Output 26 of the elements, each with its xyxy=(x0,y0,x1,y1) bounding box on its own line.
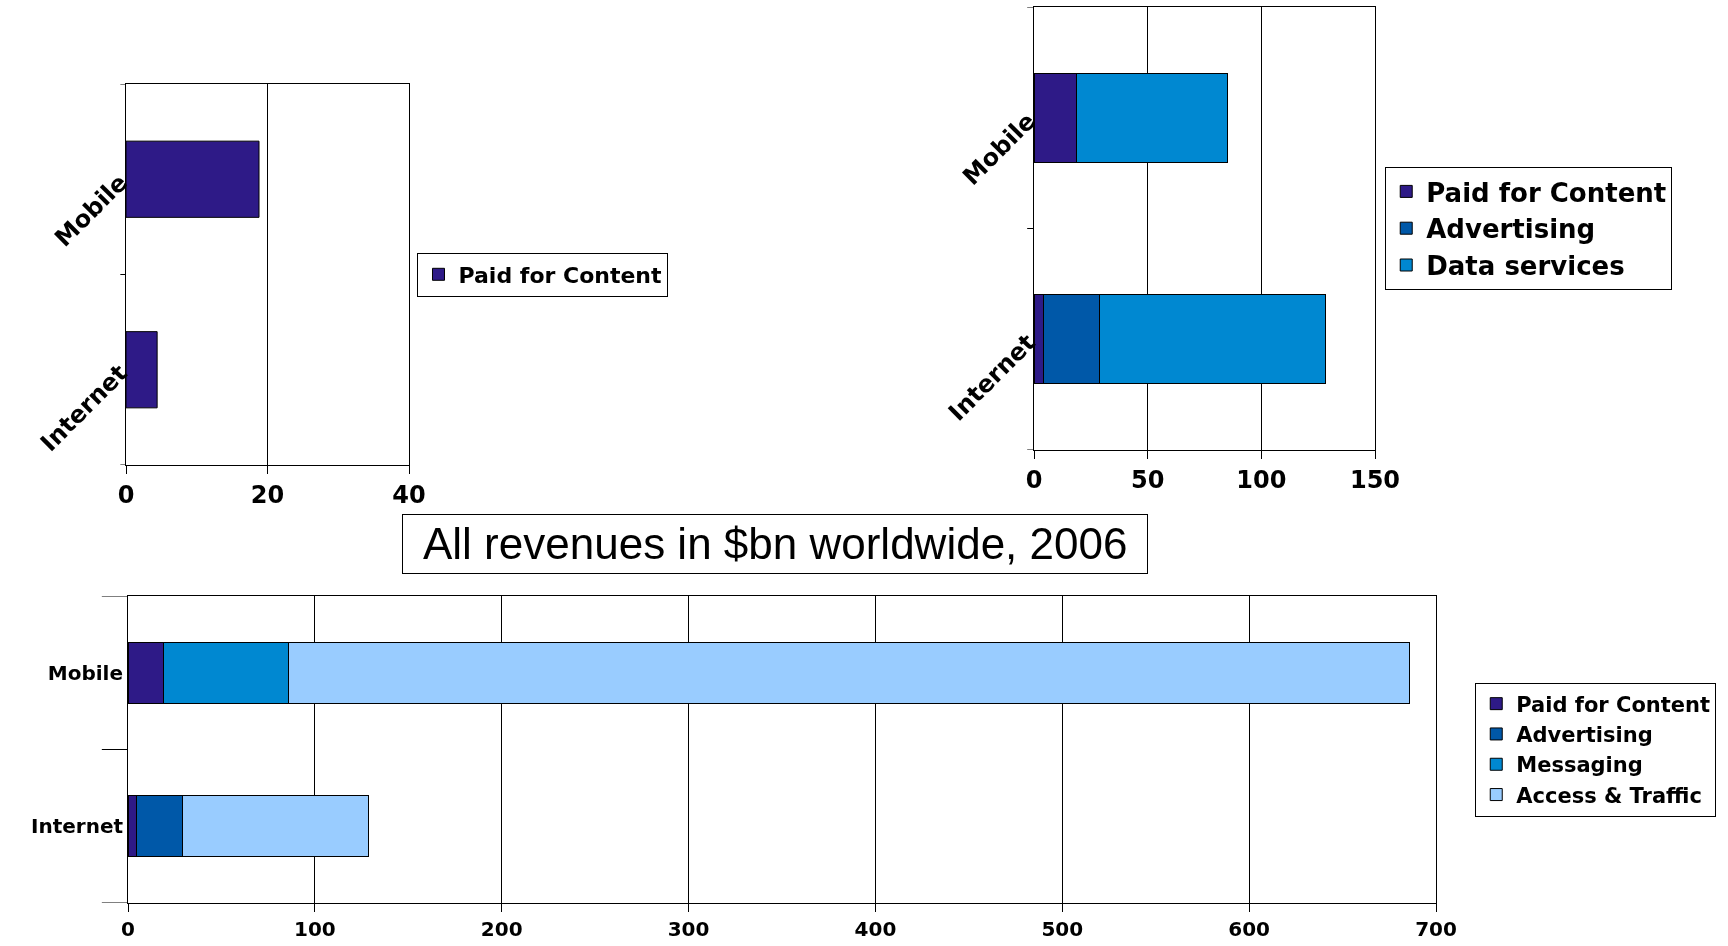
x-tick-label: 300 xyxy=(667,917,710,941)
y-tick-label: Mobile xyxy=(47,660,123,685)
x-tick-label: 40 xyxy=(392,480,426,509)
x-tick-label: 500 xyxy=(1041,917,1084,941)
x-tick-label: 400 xyxy=(854,917,897,941)
chart-title: All revenues in $bn worldwide, 2006 xyxy=(402,514,1149,574)
legend-label: Paid for Content xyxy=(1516,692,1711,717)
legend-label: Messaging xyxy=(1516,753,1643,778)
legend-label: Data services xyxy=(1426,251,1625,282)
legend-label: Advertising xyxy=(1426,214,1596,245)
x-tick-label: 50 xyxy=(1130,465,1165,494)
x-tick-label: 100 xyxy=(293,917,336,941)
x-tick-label: 700 xyxy=(1415,917,1457,941)
legend-label: Access & Traffic xyxy=(1516,783,1702,808)
x-tick-label: 150 xyxy=(1349,465,1401,494)
y-tick-label: Internet xyxy=(30,814,124,839)
legend-label: Advertising xyxy=(1516,723,1653,748)
legend-label: Paid for Content xyxy=(458,262,663,288)
x-tick-label: 200 xyxy=(480,917,523,941)
x-tick-label: 0 xyxy=(1025,465,1043,494)
x-tick-label: 0 xyxy=(121,917,135,941)
legend-label: Paid for Content xyxy=(1426,177,1667,208)
x-tick-label: 100 xyxy=(1236,465,1287,494)
x-tick-label: 600 xyxy=(1228,917,1271,941)
x-tick-label: 0 xyxy=(117,480,135,509)
x-tick-label: 20 xyxy=(250,480,285,509)
